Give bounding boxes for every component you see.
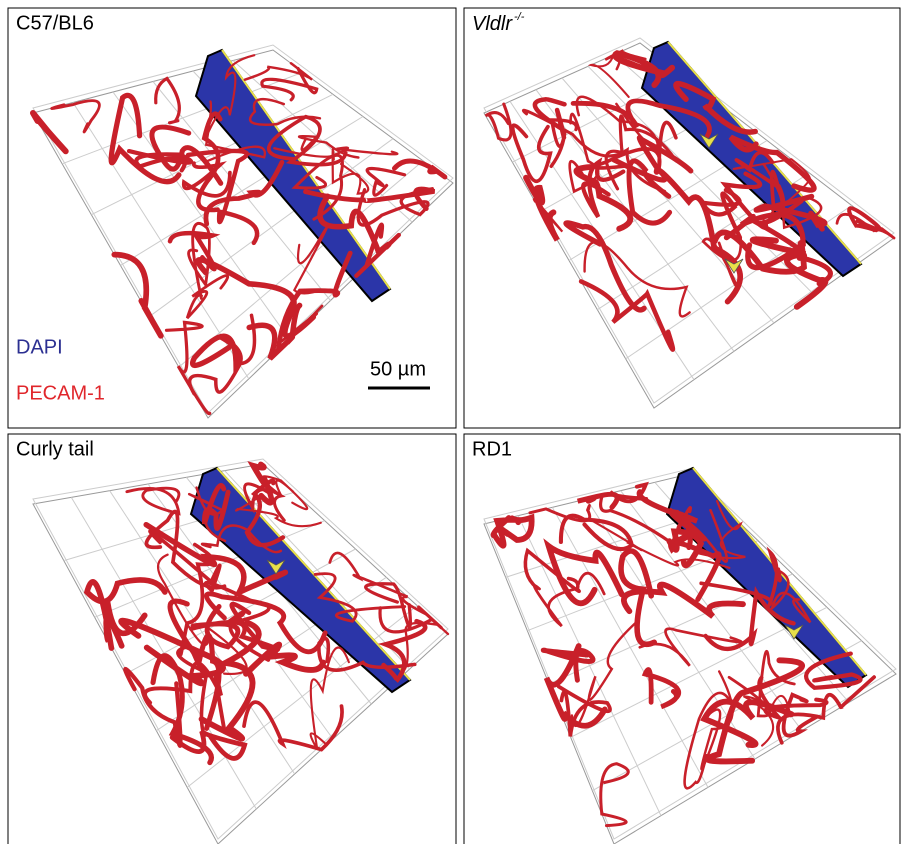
label-text: Vldlr <box>472 13 513 35</box>
figure: C57/BL6 DAPI PECAM-1 50 µm Vldlr-/- Curl… <box>0 0 901 844</box>
panel-label: Curly tail <box>16 439 94 461</box>
scale-bar-label: 50 µm <box>370 359 426 381</box>
legend-pecam: PECAM-1 <box>16 383 105 405</box>
legend-dapi: DAPI <box>16 337 63 359</box>
panel: RD1 <box>464 434 900 844</box>
label-superscript: -/- <box>514 11 525 23</box>
panel: C57/BL6 DAPI PECAM-1 50 µm <box>8 8 456 428</box>
panel-label: RD1 <box>472 439 512 461</box>
panel: Curly tail <box>8 434 456 844</box>
panel: Vldlr-/- <box>464 8 900 428</box>
panel-label: C57/BL6 <box>16 13 94 35</box>
